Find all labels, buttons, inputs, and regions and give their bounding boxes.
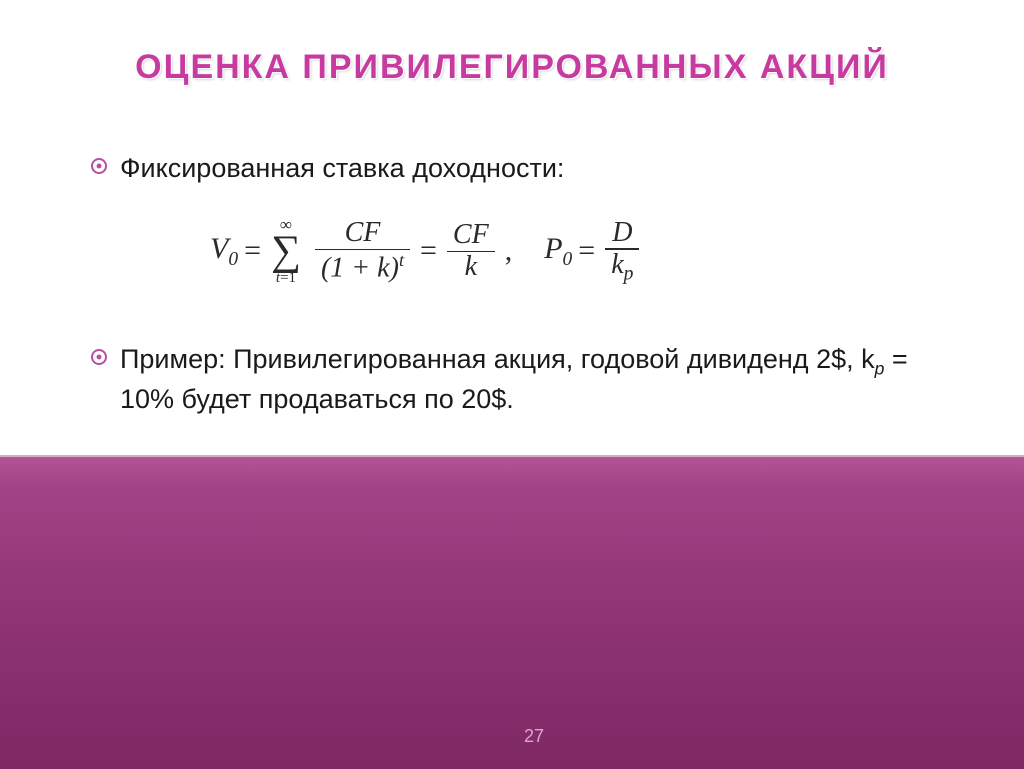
denominator-1: (1 + k)t xyxy=(315,250,410,284)
bullet-icon xyxy=(90,157,108,175)
numerator-cf: CF xyxy=(339,218,387,249)
comma: , xyxy=(505,234,513,268)
slide: ОЦЕНКА ПРИВИЛЕГИРОВАННЫХ АКЦИЙ Фиксирова… xyxy=(0,0,1024,767)
bullet-icon xyxy=(90,348,108,366)
slide-title: ОЦЕНКА ПРИВИЛЕГИРОВАННЫХ АКЦИЙ xyxy=(0,48,1024,87)
sigma-symbol: ∑ xyxy=(271,233,301,271)
sigma: ∞ ∑ t=1 xyxy=(271,216,301,286)
formula: V0 = ∞ ∑ t=1 CF (1 + k)t = CF k , P0 = xyxy=(210,216,954,286)
fraction-2: CF k xyxy=(447,220,495,283)
numerator-cf-2: CF xyxy=(447,220,495,251)
denominator-kp: kp xyxy=(605,250,639,285)
fraction-3: D kp xyxy=(605,218,639,285)
fraction-1: CF (1 + k)t xyxy=(315,218,410,284)
equals-1: = xyxy=(244,234,261,268)
bullet-text-2: Пример: Привилегированная акция, годовой… xyxy=(120,341,954,418)
var-v: V0 xyxy=(210,232,238,271)
equals-3: = xyxy=(578,234,595,268)
denominator-k: k xyxy=(459,252,483,283)
bullet-item-1: Фиксированная ставка доходности: xyxy=(90,150,954,186)
equals-2: = xyxy=(420,234,437,268)
sigma-lower: t=1 xyxy=(276,271,296,286)
content-area: Фиксированная ставка доходности: V0 = ∞ … xyxy=(90,150,954,436)
numerator-d: D xyxy=(606,218,638,249)
page-number: 27 xyxy=(524,726,544,747)
var-p: P0 xyxy=(544,232,572,271)
bullet-item-2: Пример: Привилегированная акция, годовой… xyxy=(90,341,954,418)
bullet-text-1: Фиксированная ставка доходности: xyxy=(120,150,564,186)
